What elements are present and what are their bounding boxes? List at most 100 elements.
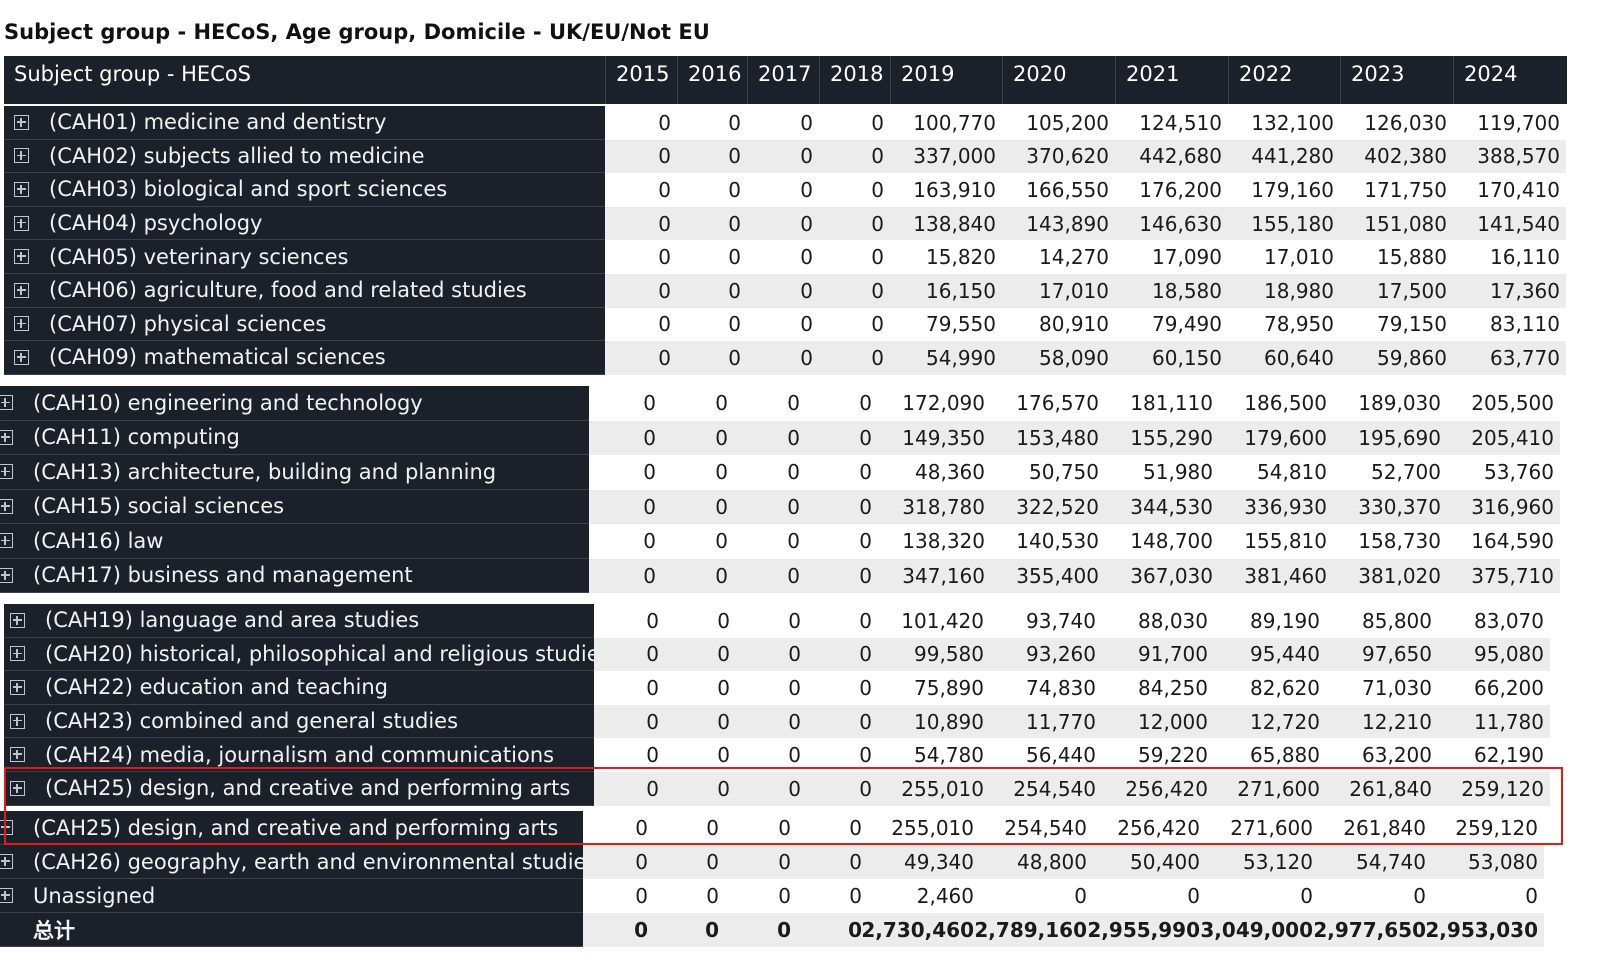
value-cell[interactable]: 15,820 — [926, 245, 996, 270]
value-cell[interactable]: 0 — [871, 110, 884, 135]
value-cell[interactable]: 318,780 — [902, 494, 985, 519]
value-cell[interactable]: 53,120 — [1243, 850, 1313, 874]
value-cell[interactable]: 14,270 — [1039, 245, 1109, 270]
column-header-year[interactable]: 2021 — [1116, 56, 1229, 104]
value-cell[interactable]: 0 — [800, 144, 813, 169]
value-cell[interactable]: 271,600 — [1230, 816, 1313, 840]
value-cell[interactable]: 0 — [800, 278, 813, 303]
value-cell[interactable]: 164,590 — [1471, 529, 1554, 554]
value-cell[interactable]: 158,730 — [1358, 529, 1441, 554]
value-cell[interactable]: 95,440 — [1250, 642, 1320, 667]
value-cell[interactable]: 181,110 — [1130, 391, 1213, 416]
value-cell[interactable]: 153,480 — [1016, 425, 1099, 450]
column-header-year[interactable]: 2022 — [1229, 56, 1341, 104]
value-cell[interactable]: 186,500 — [1244, 391, 1327, 416]
value-cell[interactable]: 65,880 — [1250, 743, 1320, 768]
table-row[interactable]: (CAH09) mathematical sciences 0 0 0 0 54,990 5… — [4, 341, 1566, 375]
row-header[interactable]: (CAH19) language and area studies — [4, 604, 594, 638]
value-cell[interactable]: 0 — [1525, 884, 1538, 908]
value-cell[interactable]: 84,250 — [1138, 675, 1208, 700]
value-cell[interactable]: 15,880 — [1377, 245, 1447, 270]
value-cell[interactable]: 0 — [715, 494, 728, 519]
value-cell[interactable]: 11,770 — [1026, 709, 1096, 734]
value-cell[interactable]: 0 — [871, 144, 884, 169]
value-cell[interactable]: 375,710 — [1471, 563, 1554, 588]
value-cell[interactable]: 12,210 — [1362, 709, 1432, 734]
column-header-year[interactable]: 2018 — [820, 56, 891, 104]
table-row[interactable]: (CAH10) engineering and technology 0 0 0 0 17… — [0, 386, 1560, 421]
value-cell[interactable]: 146,630 — [1139, 211, 1222, 236]
table-row[interactable]: (CAH16) law 0 0 0 0 138,320 140,530 148,700 155,… — [0, 524, 1560, 559]
value-cell[interactable]: 80,910 — [1039, 312, 1109, 337]
value-cell[interactable]: 256,420 — [1117, 816, 1200, 840]
table-row[interactable]: (CAH06) agriculture, food and related st… — [4, 274, 1566, 308]
value-cell[interactable]: 0 — [871, 312, 884, 337]
value-cell[interactable]: 0 — [717, 675, 730, 700]
value-cell[interactable]: 83,110 — [1490, 312, 1560, 337]
expand-icon[interactable] — [0, 888, 13, 903]
expand-icon[interactable] — [0, 464, 13, 480]
row-header[interactable]: (CAH25) design, and creative and perform… — [0, 811, 583, 845]
value-cell[interactable]: 0 — [871, 345, 884, 370]
value-cell[interactable]: 0 — [800, 245, 813, 270]
value-cell[interactable]: 0 — [849, 850, 862, 874]
value-cell[interactable]: 79,150 — [1377, 312, 1447, 337]
value-cell[interactable]: 93,740 — [1026, 608, 1096, 633]
value-cell[interactable]: 0 — [800, 312, 813, 337]
value-cell[interactable]: 330,370 — [1358, 494, 1441, 519]
value-cell[interactable]: 256,420 — [1125, 776, 1208, 801]
value-cell[interactable]: 17,010 — [1039, 278, 1109, 303]
value-cell[interactable]: 155,810 — [1244, 529, 1327, 554]
value-cell[interactable]: 0 — [706, 816, 719, 840]
column-header-year[interactable]: 2024 — [1464, 62, 1518, 86]
value-cell[interactable]: 16,110 — [1490, 245, 1560, 270]
column-header-year[interactable]: 2016 — [678, 56, 748, 104]
table-row[interactable]: (CAH25) design, and creative and perform… — [4, 772, 1550, 806]
value-cell[interactable]: 0 — [643, 425, 656, 450]
value-cell[interactable]: 49,340 — [904, 850, 974, 874]
value-cell[interactable]: 0 — [859, 709, 872, 734]
value-cell[interactable]: 316,960 — [1471, 494, 1554, 519]
value-cell[interactable]: 261,840 — [1343, 816, 1426, 840]
value-cell[interactable]: 0 — [643, 391, 656, 416]
value-cell[interactable]: 63,200 — [1362, 743, 1432, 768]
table-row[interactable]: (CAH17) business and management 0 0 0 0 347,1… — [0, 558, 1560, 593]
value-cell[interactable]: 48,360 — [915, 460, 985, 485]
value-cell[interactable]: 2,730,460 — [861, 918, 974, 942]
value-cell[interactable]: 50,750 — [1029, 460, 1099, 485]
value-cell[interactable]: 2,789,160 — [974, 918, 1087, 942]
value-cell[interactable]: 0 — [859, 391, 872, 416]
column-header-year[interactable]: 2015 — [606, 56, 678, 104]
value-cell[interactable]: 0 — [871, 211, 884, 236]
value-cell[interactable]: 336,930 — [1244, 494, 1327, 519]
value-cell[interactable]: 60,640 — [1264, 345, 1334, 370]
value-cell[interactable]: 0 — [778, 816, 791, 840]
table-row[interactable]: (CAH25) design, and creative and perform… — [0, 811, 1544, 845]
value-cell[interactable]: 48,800 — [1017, 850, 1087, 874]
value-cell[interactable]: 85,800 — [1362, 608, 1432, 633]
value-cell[interactable]: 3,049,000 — [1200, 918, 1313, 942]
value-cell[interactable]: 0 — [717, 743, 730, 768]
expand-icon[interactable] — [14, 282, 29, 298]
value-cell[interactable]: 205,410 — [1471, 425, 1554, 450]
value-cell[interactable]: 0 — [635, 884, 648, 908]
value-cell[interactable]: 0 — [871, 278, 884, 303]
value-cell[interactable]: 0 — [787, 460, 800, 485]
value-cell[interactable]: 53,080 — [1468, 850, 1538, 874]
value-cell[interactable]: 60,150 — [1152, 345, 1222, 370]
value-cell[interactable]: 0 — [717, 642, 730, 667]
value-cell[interactable]: 0 — [788, 743, 801, 768]
value-cell[interactable]: 0 — [778, 884, 791, 908]
value-cell[interactable]: 179,600 — [1244, 425, 1327, 450]
value-cell[interactable]: 189,030 — [1358, 391, 1441, 416]
value-cell[interactable]: 75,890 — [914, 675, 984, 700]
value-cell[interactable]: 0 — [728, 312, 741, 337]
value-cell[interactable]: 0 — [728, 345, 741, 370]
value-cell[interactable]: 89,190 — [1250, 608, 1320, 633]
value-cell[interactable]: 0 — [643, 494, 656, 519]
value-cell[interactable]: 52,700 — [1371, 460, 1441, 485]
value-cell[interactable]: 0 — [635, 816, 648, 840]
table-row[interactable]: (CAH19) language and area studies 0 0 0 0 101… — [4, 604, 1550, 638]
value-cell[interactable]: 0 — [1300, 884, 1313, 908]
value-cell[interactable]: 0 — [859, 776, 872, 801]
